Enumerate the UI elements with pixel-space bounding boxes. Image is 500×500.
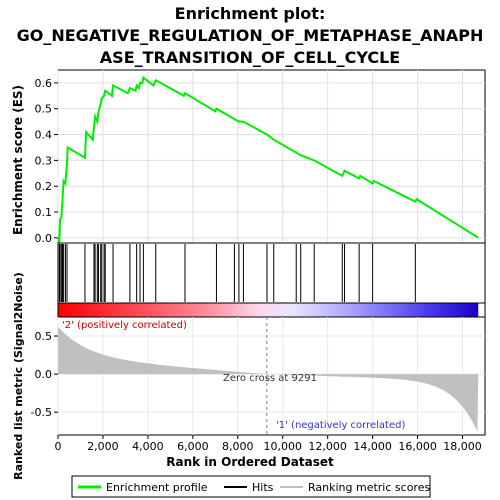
ranking-y-tick-label: -0.5 — [31, 406, 52, 419]
zero-cross-label: Zero cross at 9291 — [223, 373, 317, 384]
x-tick-label: 10,000 — [263, 440, 302, 453]
x-tick-label: 14,000 — [353, 440, 392, 453]
es-y-tick-label: 0.5 — [35, 103, 53, 116]
es-y-tick-label: 0.6 — [35, 77, 53, 90]
es-y-tick-label: 0.4 — [35, 129, 53, 142]
title-line-1: Enrichment plot: — [175, 4, 326, 23]
title-line-2: GO_NEGATIVE_REGULATION_OF_METAPHASE_ANAP… — [17, 26, 484, 45]
es-y-tick-label: 0.3 — [35, 154, 53, 167]
legend-ranking-label: Ranking metric scores — [308, 481, 430, 494]
es-y-ticks: 0.0 0.1 0.2 0.3 0.4 0.5 0.6 — [35, 77, 58, 245]
ranking-metric-panel: 0.5 0.0 -0.5 '2' (positively correlated) '… — [12, 272, 486, 480]
rank-colorbar — [57, 302, 486, 318]
ranking-y-ticks: 0.5 0.0 -0.5 — [31, 330, 58, 419]
positive-correlation-label: '2' (positively correlated) — [62, 320, 187, 331]
es-y-tick-label: 0.2 — [35, 180, 53, 193]
es-y-tick-label: 0.0 — [35, 232, 53, 245]
legend-enrichment-label: Enrichment profile — [106, 481, 208, 494]
legend: Enrichment profile Hits Ranking metric s… — [71, 475, 431, 498]
enrichment-profile-line — [57, 75, 479, 244]
legend-hits-label: Hits — [252, 481, 274, 494]
x-tick-label: 16,000 — [398, 440, 437, 453]
ranking-y-axis-label: Ranked list metric (Signal2Noise) — [12, 272, 25, 480]
es-panel-frame — [57, 69, 486, 244]
x-tick-label: 0 — [55, 440, 62, 453]
title-line-3: ASE_TRANSITION_OF_CELL_CYCLE — [100, 48, 400, 67]
x-tick-label: 2,000 — [87, 440, 119, 453]
x-tick-label: 8,000 — [222, 440, 254, 453]
x-axis-ticks: 0 2,000 4,000 6,000 8,000 10,000 12,000 14,000 1… — [55, 435, 482, 453]
plot-title: Enrichment plot: GO_NEGATIVE_REGULATION_… — [17, 4, 484, 67]
hit-marks — [58, 244, 416, 302]
x-axis-label: Rank in Ordered Dataset — [166, 455, 334, 469]
legend-frame — [71, 475, 431, 498]
x-tick-label: 12,000 — [308, 440, 347, 453]
hits-panel — [57, 242, 486, 304]
x-tick-label: 18,000 — [443, 440, 482, 453]
negative-correlation-label: '1' (negatively correlated) — [276, 420, 405, 431]
es-panel: 0.0 0.1 0.2 0.3 0.4 0.5 0.6 Enrichment score (… — [11, 69, 486, 245]
es-y-axis-label: Enrichment score (ES) — [11, 85, 25, 235]
hits-panel-frame — [57, 242, 486, 304]
es-y-tick-label: 0.1 — [35, 206, 53, 219]
x-tick-label: 4,000 — [132, 440, 164, 453]
ranking-y-tick-label: 0.5 — [35, 330, 53, 343]
x-tick-label: 6,000 — [177, 440, 209, 453]
ranking-y-tick-label: 0.0 — [35, 368, 53, 381]
colorbar-gradient — [58, 303, 479, 317]
